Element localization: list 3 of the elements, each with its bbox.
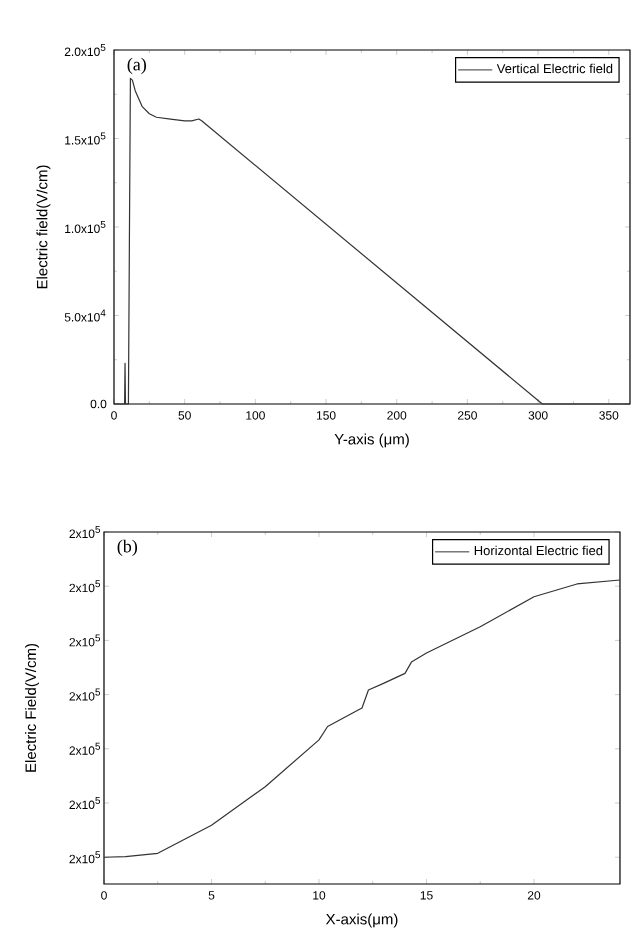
annotation: (a) (127, 57, 147, 75)
text: (b) (117, 539, 138, 557)
line-series (113, 77, 631, 405)
